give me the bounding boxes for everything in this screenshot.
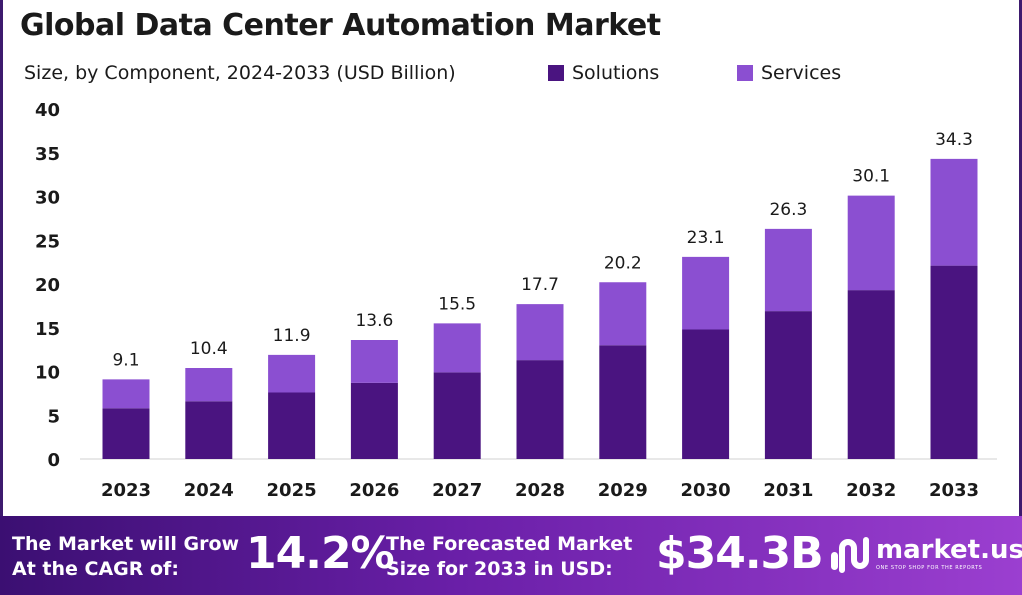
y-tick-label: 5: [47, 406, 60, 427]
y-tick-label: 0: [47, 450, 60, 471]
bar-services-2023: [102, 379, 150, 409]
legend-swatch-services: [737, 65, 753, 81]
bar-solutions-2024: [185, 401, 233, 459]
x-tick-label: 2025: [267, 480, 317, 501]
data-label-total: 13.6: [355, 311, 393, 331]
bar-solutions-2033: [930, 265, 978, 459]
legend-label-services: Services: [761, 62, 842, 84]
data-label-total: 34.3: [935, 130, 973, 150]
data-label-total: 30.1: [852, 167, 890, 187]
legend-label-solutions: Solutions: [572, 62, 660, 84]
bar-solutions-2025: [268, 392, 316, 459]
bar-chart: 05101520253035409.1202310.4202411.920251…: [35, 100, 997, 501]
data-label-total: 11.9: [273, 326, 311, 346]
y-tick-label: 35: [35, 144, 60, 165]
x-tick-label: 2027: [432, 480, 482, 501]
bar-solutions-2028: [516, 360, 564, 459]
cagr-label-line1: The Market will Grow: [12, 533, 240, 555]
brand-logo: market.us ONE STOP SHOP FOR THE REPORTS: [828, 532, 1022, 576]
y-tick-label: 25: [35, 231, 60, 252]
bar-solutions-2031: [764, 311, 812, 459]
brand-name: market.us: [876, 535, 1022, 565]
x-tick-label: 2028: [515, 480, 565, 501]
bar-services-2028: [516, 304, 564, 361]
legend-item-solutions: Solutions: [548, 62, 659, 84]
x-tick-label: 2031: [763, 480, 813, 501]
x-tick-label: 2030: [681, 480, 731, 501]
bar-services-2030: [682, 256, 730, 330]
data-label-total: 20.2: [604, 253, 642, 273]
bar-services-2025: [268, 354, 316, 393]
bar-solutions-2030: [682, 329, 730, 459]
bar-services-2026: [350, 340, 398, 383]
legend-item-services: Services: [737, 62, 841, 84]
chart-subtitle: Size, by Component, 2024-2033 (USD Billi…: [24, 62, 456, 84]
x-tick-label: 2029: [598, 480, 648, 501]
bar-solutions-2026: [350, 382, 398, 459]
forecast-label-line2: Size for 2033 in USD:: [386, 558, 613, 580]
x-tick-label: 2024: [184, 480, 234, 501]
bar-services-2033: [930, 158, 978, 266]
x-tick-label: 2033: [929, 480, 979, 501]
x-tick-label: 2023: [101, 480, 151, 501]
cagr-label-line2: At the CAGR of:: [12, 558, 179, 580]
brand-tagline: ONE STOP SHOP FOR THE REPORTS: [876, 565, 983, 571]
x-tick-label: 2026: [349, 480, 399, 501]
bar-solutions-2023: [102, 408, 150, 459]
cagr-label: The Market will Grow At the CAGR of:: [12, 532, 239, 582]
legend-swatch-solutions: [548, 65, 564, 81]
data-label-total: 26.3: [769, 200, 807, 220]
bar-solutions-2032: [847, 290, 895, 459]
market-us-logo-icon: [831, 537, 869, 573]
data-label-total: 10.4: [190, 339, 228, 359]
forecast-label-line1: The Forecasted Market: [386, 533, 633, 555]
data-label-total: 23.1: [687, 228, 725, 248]
bar-services-2031: [764, 228, 812, 312]
forecast-value: $34.3B: [656, 528, 824, 579]
data-label-total: 17.7: [521, 275, 559, 295]
y-tick-label: 15: [35, 319, 60, 340]
y-tick-label: 20: [35, 275, 60, 296]
y-tick-label: 40: [35, 100, 60, 121]
bar-services-2024: [185, 368, 233, 402]
chart-title: Global Data Center Automation Market: [20, 8, 661, 43]
bar-services-2027: [433, 323, 481, 373]
cagr-value: 14.2%: [246, 528, 395, 579]
bar-services-2032: [847, 195, 895, 291]
forecast-label: The Forecasted Market Size for 2033 in U…: [386, 532, 632, 582]
y-tick-label: 30: [35, 188, 60, 209]
data-label-total: 15.5: [438, 294, 476, 314]
bar-services-2029: [599, 282, 647, 346]
bar-solutions-2029: [599, 345, 647, 459]
data-label-total: 9.1: [112, 350, 139, 370]
x-tick-label: 2032: [846, 480, 896, 501]
y-tick-label: 10: [35, 363, 60, 384]
bar-solutions-2027: [433, 372, 481, 459]
